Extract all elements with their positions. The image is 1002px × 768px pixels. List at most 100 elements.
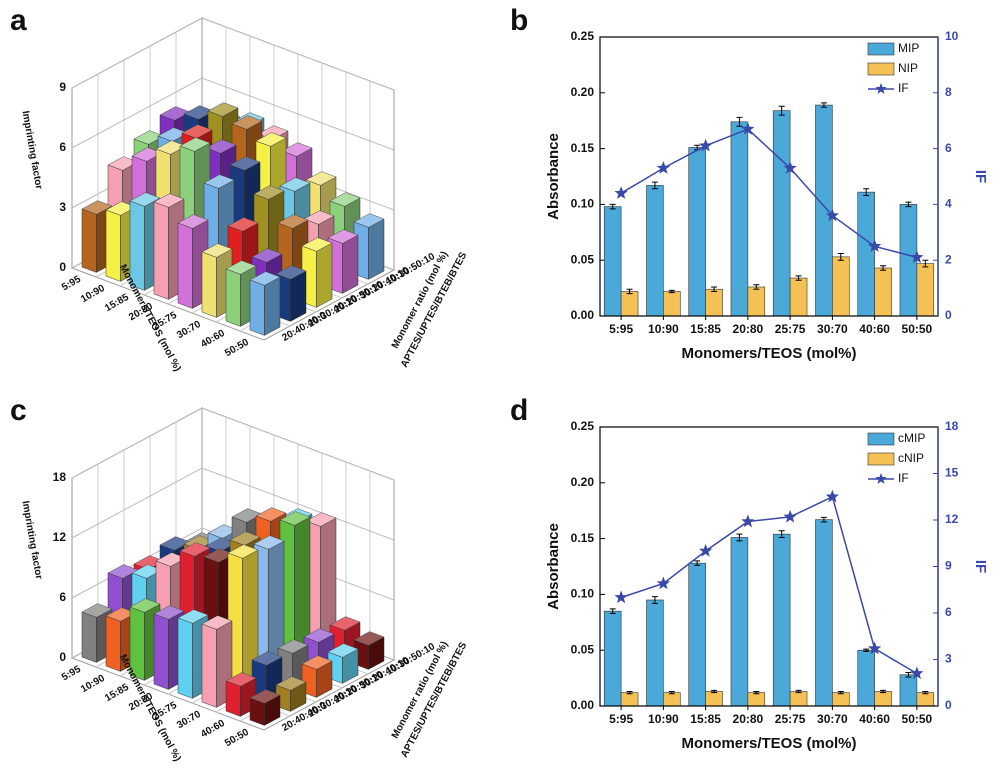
bar [646,185,664,317]
bar-top-shade [354,213,384,228]
error-bar [651,596,658,604]
bar-top-shade [250,271,280,286]
error-bar [795,689,802,694]
bar-3d [275,265,307,322]
error-bar [837,253,844,261]
bar [688,562,706,707]
bar-shade [316,243,332,308]
line [620,495,918,675]
bar [603,610,622,707]
y2-tick-label: 15 [945,466,959,480]
y-tick-label: 0.25 [571,419,595,433]
z-tick-label: 9 [59,80,66,94]
star-marker [783,161,797,174]
bar-3d [227,544,259,694]
bar [620,291,639,317]
bar [747,692,766,707]
error-bar [753,284,760,290]
x-tick-label: 30:70 [175,319,203,342]
y-tick-label: 0.00 [571,698,595,712]
y2-tick-label: 2 [945,252,952,266]
bar-front [201,623,217,708]
bar-top-shade [108,156,138,171]
bar-top-shade [130,598,160,613]
bar-top-shade [130,192,160,207]
bar-top-shade [134,130,164,145]
bar-top-shade [306,512,336,527]
y-tick-label: 0.00 [571,308,595,322]
bar-top-shade [208,102,238,117]
error-bar [694,560,701,566]
legend-label: IF [898,471,909,485]
bar-3d [301,655,333,698]
bar-top-shade [278,639,308,654]
bar-shade [342,649,358,684]
bar [874,267,892,317]
legend-patch [867,452,895,466]
bar-top-shade [82,603,112,618]
bar-top-shade [302,655,332,670]
error-bar [905,672,912,678]
bar-front [105,209,121,282]
x-tick-label: 15:85 [103,682,131,705]
error-bar [668,690,675,695]
error-bar [863,188,870,196]
legend-label: cNIP [898,451,924,465]
bar-front [249,279,265,336]
bar-front [249,697,265,726]
grid-line [71,17,395,91]
y-tick-label: 0.05 [571,642,595,656]
bar-top-shade [134,555,164,570]
x-tick-label: 30:70 [817,322,848,336]
y2-tick-label: 9 [945,559,952,573]
bar-top-shade [206,139,236,154]
bar [916,263,935,317]
bar-top-shade [250,689,280,704]
x-tick-label: 10:90 [648,322,679,336]
bar-top-shade [230,531,260,546]
bar-top-shade [256,132,286,147]
bar-top-shade [254,535,284,550]
star-marker [699,138,713,152]
error-bar [711,286,718,292]
star-marker [910,666,924,680]
star-marker [656,576,670,590]
legend-label: NIP [898,61,918,75]
line [620,128,918,259]
bar-top-shade [204,174,234,189]
error-bar [711,689,718,694]
bar-front [105,615,121,672]
error-bar [736,116,743,127]
legend-patch [867,42,895,56]
bar [789,691,808,707]
bar-3d [327,229,359,294]
y-tick-label: 0.20 [571,85,595,99]
z-tick-label: 3 [59,200,66,214]
z-tick-label: 0 [59,260,66,274]
bar-top-shade [282,142,312,157]
star-marker [699,544,713,557]
bar [730,537,749,707]
y-axis-title: Absorbance [545,523,562,610]
bar-top-shade [158,127,188,142]
bar [663,291,681,317]
bar-front [177,222,193,309]
y-tick-label: 0.05 [571,252,595,266]
x-tick-label: 30:70 [817,712,848,726]
x-tick-label: 50:50 [223,727,251,750]
bar-3d [353,213,385,280]
x-tick-label: 50:50 [902,322,933,336]
bar-front [81,208,97,273]
x-tick-label: 5:95 [60,274,83,294]
bar-top-shade [306,171,336,186]
star-marker [656,161,670,174]
bar-3d [177,214,209,309]
x-tick-label: 50:50 [902,712,933,726]
bar-3d [275,676,307,712]
bar [772,533,791,707]
legend-label: cMIP [898,431,925,445]
bar-shade [368,219,384,280]
y2-tick-label: 0 [945,308,952,322]
bar-front [129,606,145,681]
bar-top-shade [226,260,256,275]
